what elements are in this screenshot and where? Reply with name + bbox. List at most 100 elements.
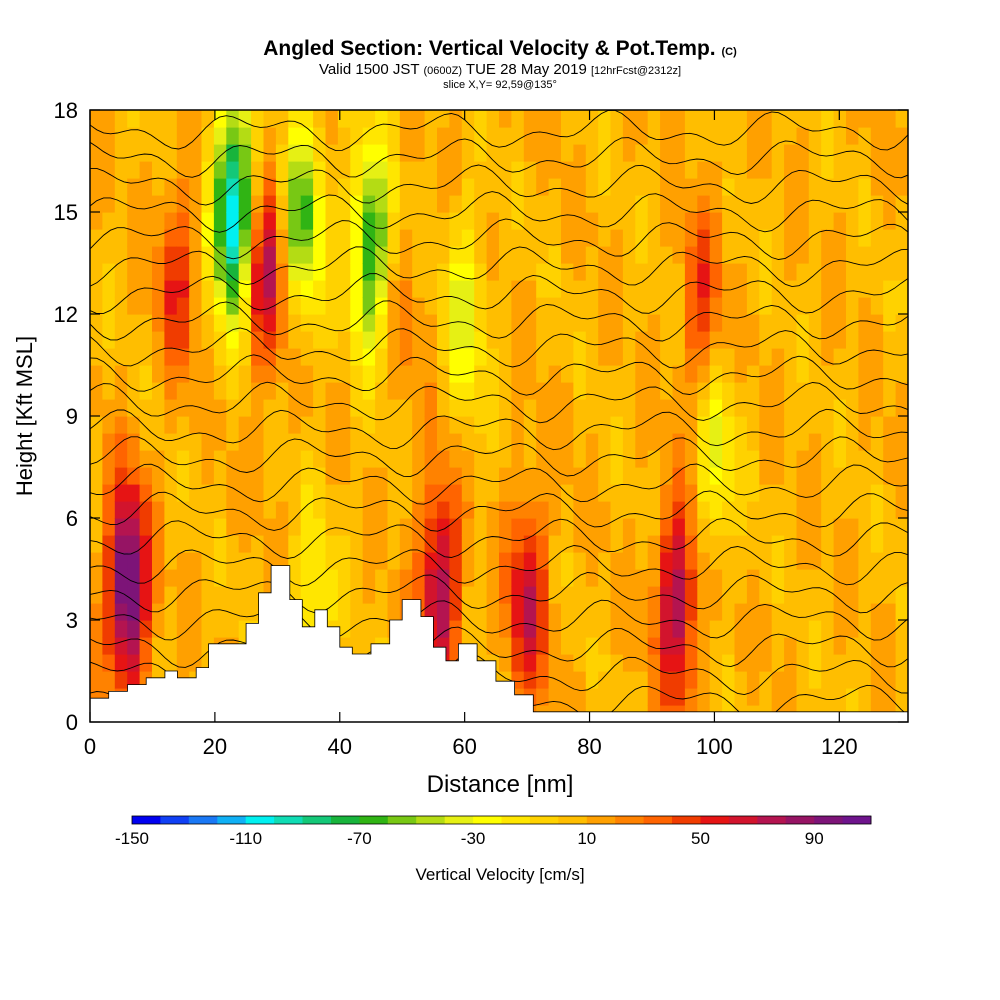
heatmap-cell: [846, 688, 859, 706]
heatmap-cell: [164, 637, 178, 655]
heatmap-cell: [883, 688, 897, 706]
heatmap-cell: [734, 637, 748, 655]
heatmap-cell: [189, 348, 203, 366]
heatmap-cell: [697, 127, 711, 145]
heatmap-cell: [771, 314, 785, 332]
heatmap-cell: [858, 297, 872, 315]
heatmap-cell: [164, 348, 178, 366]
heatmap-cell: [164, 518, 178, 536]
heatmap-cell: [337, 518, 351, 536]
heatmap-cell: [808, 382, 822, 400]
heatmap-cell: [325, 535, 339, 553]
heatmap-cell: [176, 535, 190, 553]
heatmap-cell: [622, 637, 636, 655]
heatmap-cell: [152, 280, 165, 298]
heatmap-cell: [635, 637, 649, 655]
heatmap-cell: [362, 586, 376, 604]
heatmap-cell: [152, 365, 165, 383]
heatmap-cell: [722, 688, 736, 706]
heatmap-cell: [300, 331, 314, 349]
heatmap-cell: [784, 178, 798, 196]
heatmap-cell: [635, 433, 649, 451]
heatmap-cell: [387, 195, 401, 213]
heatmap-cell: [808, 229, 822, 247]
heatmap-cell: [536, 144, 550, 162]
heatmap-cell: [424, 127, 438, 145]
heatmap-cell: [412, 212, 426, 230]
heatmap-cell: [870, 382, 884, 400]
heatmap-cell: [647, 501, 661, 519]
heatmap-cell: [561, 161, 574, 179]
heatmap-cell: [102, 535, 116, 553]
heatmap-cell: [424, 535, 438, 553]
heatmap-cell: [585, 127, 599, 145]
heatmap-cell: [387, 348, 401, 366]
heatmap-cell: [275, 382, 289, 400]
heatmap-cell: [722, 399, 736, 417]
heatmap-cell: [511, 348, 525, 366]
heatmap-cell: [325, 110, 339, 128]
heatmap-cell: [226, 110, 240, 128]
heatmap-cell: [858, 229, 872, 247]
heatmap-cell: [523, 127, 537, 145]
heatmap-cell: [127, 144, 141, 162]
heatmap-cell: [251, 246, 265, 264]
heatmap-cell: [275, 348, 289, 366]
colorbar-swatch: [387, 816, 417, 824]
heatmap-cell: [771, 603, 785, 621]
heatmap-cell: [152, 331, 165, 349]
heatmap-cell: [350, 552, 364, 570]
heatmap-cell: [523, 161, 537, 179]
heatmap-cell: [870, 161, 884, 179]
heatmap-cell: [238, 314, 252, 332]
heatmap-cell: [684, 552, 698, 570]
heatmap-cell: [883, 416, 897, 434]
heatmap-cell: [684, 110, 698, 128]
heatmap-cell: [672, 620, 686, 638]
heatmap-cell: [114, 144, 128, 162]
heatmap-cell: [684, 671, 698, 689]
heatmap-cell: [300, 297, 314, 315]
heatmap-cell: [548, 263, 562, 281]
heatmap-cell: [573, 229, 587, 247]
heatmap-cell: [771, 433, 785, 451]
heatmap-cell: [684, 212, 698, 230]
heatmap-cell: [746, 620, 760, 638]
heatmap-cell: [461, 569, 475, 587]
heatmap-cell: [399, 365, 413, 383]
heatmap-cell: [399, 399, 413, 417]
heatmap-cell: [536, 484, 550, 502]
heatmap-cell: [474, 399, 488, 417]
heatmap-cell: [387, 297, 401, 315]
heatmap-cell: [486, 518, 500, 536]
heatmap-cell: [598, 399, 612, 417]
heatmap-cell: [523, 229, 537, 247]
heatmap-cell: [337, 382, 351, 400]
heatmap-cell: [375, 297, 389, 315]
heatmap-cell: [213, 365, 227, 383]
heatmap-cell: [585, 331, 599, 349]
heatmap-cell: [746, 416, 760, 434]
heatmap-cell: [660, 263, 674, 281]
heatmap-cell: [858, 280, 872, 298]
heatmap-cell: [437, 348, 450, 366]
heatmap-cell: [424, 450, 438, 468]
heatmap-cell: [759, 467, 773, 485]
heatmap-cell: [660, 195, 674, 213]
heatmap-cell: [622, 382, 636, 400]
heatmap-cell: [375, 399, 389, 417]
heatmap-cell: [511, 586, 525, 604]
heatmap-cell: [784, 144, 798, 162]
heatmap-cell: [523, 246, 537, 264]
heatmap-cell: [573, 348, 587, 366]
heatmap-cell: [474, 620, 488, 638]
heatmap-cell: [437, 518, 450, 536]
heatmap-cell: [771, 246, 785, 264]
theta-isentrope: [90, 626, 908, 668]
heatmap-cell: [784, 263, 798, 281]
heatmap-cell: [734, 450, 748, 468]
heatmap-cell: [821, 280, 835, 298]
heatmap-cell: [684, 144, 698, 162]
heatmap-cell: [833, 161, 847, 179]
heatmap-cell: [90, 535, 103, 553]
